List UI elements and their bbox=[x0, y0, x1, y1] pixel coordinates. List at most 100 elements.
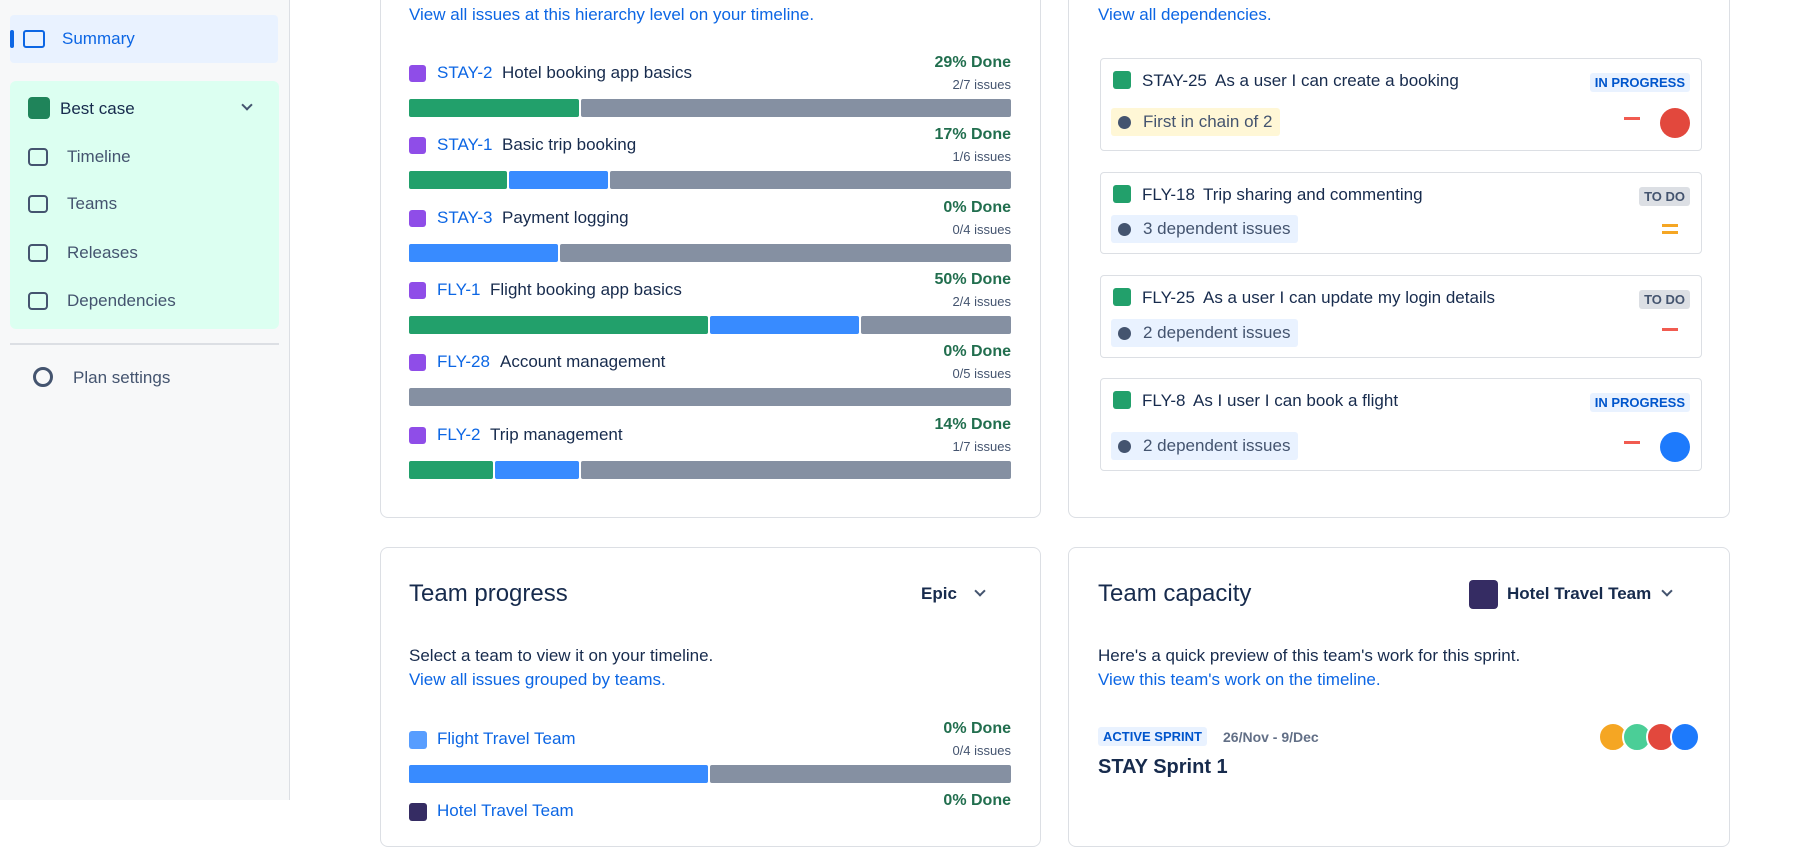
dependency-note: 3 dependent issues bbox=[1111, 215, 1299, 243]
summary-icon bbox=[23, 30, 45, 48]
nav-item[interactable]: Releases bbox=[67, 243, 138, 262]
team-select[interactable]: Hotel Travel Team bbox=[1507, 584, 1652, 603]
done-label: 0% Done bbox=[943, 198, 1011, 216]
plan-icon bbox=[28, 97, 50, 119]
summary-label[interactable]: Summary bbox=[62, 29, 135, 48]
priority-icon bbox=[1662, 328, 1678, 338]
team-icon bbox=[1469, 580, 1498, 609]
progress-segment bbox=[581, 99, 1011, 117]
issue-title: Hotel booking app basics bbox=[502, 63, 692, 82]
link[interactable]: View all dependencies. bbox=[1098, 5, 1272, 24]
dependency-note: 2 dependent issues bbox=[1111, 432, 1299, 460]
issue-key: FLY-25 bbox=[1142, 288, 1195, 307]
dependency-card[interactable] bbox=[1100, 172, 1702, 254]
team-name[interactable]: Hotel Travel Team bbox=[437, 801, 574, 821]
epic-icon bbox=[409, 281, 426, 299]
done-label: 14% Done bbox=[934, 415, 1011, 433]
note-icon bbox=[1118, 440, 1131, 453]
done-label: 0% Done bbox=[943, 792, 1011, 810]
progress-segment bbox=[409, 765, 708, 783]
summary-item[interactable] bbox=[10, 15, 278, 63]
issue-key[interactable]: STAY-3 bbox=[437, 207, 493, 227]
issue-title: Trip management bbox=[490, 424, 623, 444]
progress-segment bbox=[860, 315, 1011, 334]
done-label: 29% Done bbox=[934, 54, 1011, 71]
issue-title: Payment logging bbox=[502, 207, 629, 227]
issue-key[interactable]: STAY-1 bbox=[437, 135, 493, 155]
nav-icon bbox=[28, 244, 48, 262]
sidebar-divider bbox=[10, 343, 279, 345]
issue-count: 1/6 issues bbox=[952, 149, 1011, 165]
link[interactable]: View all issues grouped by teams. bbox=[409, 670, 666, 689]
priority-icon bbox=[1662, 224, 1678, 234]
link[interactable]: View this team's work on the timeline. bbox=[1098, 670, 1381, 689]
done-label: 17% Done bbox=[934, 126, 1011, 144]
avatar bbox=[1622, 722, 1652, 752]
issue-key: FLY-8 bbox=[1142, 391, 1186, 410]
progress-segment bbox=[409, 388, 1011, 407]
issue-key[interactable]: FLY-2 bbox=[437, 424, 481, 444]
progress-segment bbox=[409, 99, 579, 117]
page: Summary Best case Timeline Teams Releases Dep… bbox=[10, 0, 1730, 847]
issue-count: 1/7 issues bbox=[952, 438, 1011, 454]
status-lozenge: IN PROGRESS bbox=[1589, 393, 1690, 412]
description: Here's a quick preview of this team's wo… bbox=[1098, 646, 1521, 665]
sprint-name: STAY Sprint 1 bbox=[1098, 756, 1228, 778]
progress-segment bbox=[609, 171, 1011, 190]
link[interactable]: View all issues at this hierarchy level … bbox=[409, 5, 815, 24]
description: Select a team to view it on your timelin… bbox=[409, 646, 714, 665]
epic-icon bbox=[409, 354, 426, 372]
issue-key[interactable]: STAY-2 bbox=[437, 63, 493, 82]
plan-settings[interactable]: Plan settings bbox=[73, 368, 171, 387]
issue-count: 2/7 issues bbox=[952, 77, 1011, 92]
team-icon bbox=[409, 803, 427, 822]
team-count: 0/4 issues bbox=[952, 743, 1011, 758]
story-icon bbox=[1113, 391, 1131, 409]
avatar bbox=[1660, 432, 1690, 462]
nav-item[interactable]: Dependencies bbox=[67, 291, 176, 310]
note-icon bbox=[1118, 223, 1131, 236]
done-label: 50% Done bbox=[934, 270, 1011, 288]
issue-key: STAY-25 bbox=[1142, 71, 1207, 90]
sprint-dates: 26/Nov - 9/Dec bbox=[1223, 729, 1319, 745]
issue-title: Trip sharing and commenting bbox=[1203, 185, 1423, 204]
progress-segment bbox=[559, 243, 1011, 262]
priority-icon bbox=[1624, 441, 1640, 451]
progress-segment bbox=[409, 315, 708, 334]
dependency-card[interactable] bbox=[1100, 275, 1702, 358]
epic-icon bbox=[409, 426, 426, 444]
nav-item[interactable]: Teams bbox=[67, 194, 118, 213]
issue-count: 2/4 issues bbox=[952, 293, 1011, 309]
epic-icon bbox=[409, 65, 426, 82]
done-label: 0% Done bbox=[943, 343, 1011, 361]
avatar bbox=[1670, 722, 1700, 752]
card bbox=[380, 547, 1041, 847]
plan-name[interactable]: Best case bbox=[60, 99, 135, 118]
settings-icon bbox=[33, 367, 53, 387]
dependency-card[interactable] bbox=[1100, 58, 1702, 151]
progress-segment bbox=[409, 243, 558, 262]
story-icon bbox=[1113, 71, 1131, 89]
card bbox=[1068, 547, 1730, 847]
group-select[interactable]: Epic bbox=[921, 584, 957, 603]
issue-key[interactable]: FLY-1 bbox=[437, 279, 481, 299]
progress-segment bbox=[710, 765, 1011, 783]
done-label: 0% Done bbox=[943, 720, 1011, 737]
section-title: Team capacity bbox=[1098, 580, 1252, 607]
issue-count: 0/5 issues bbox=[952, 366, 1011, 382]
team-name[interactable]: Flight Travel Team bbox=[437, 729, 576, 748]
priority-icon bbox=[1624, 117, 1640, 127]
story-icon bbox=[1113, 185, 1131, 203]
progress-segment bbox=[509, 171, 608, 190]
content: Summary Best case Timeline Teams Releases Dep… bbox=[10, 0, 1730, 847]
plan-box bbox=[10, 81, 279, 329]
dependency-card[interactable] bbox=[1100, 378, 1702, 471]
progress-segment bbox=[710, 315, 859, 334]
nav-item[interactable]: Timeline bbox=[67, 147, 131, 166]
section-title: Team progress bbox=[409, 580, 568, 607]
epic-icon bbox=[409, 209, 426, 227]
issue-key[interactable]: FLY-28 bbox=[437, 352, 490, 372]
issue-title: As I user I can book a flight bbox=[1193, 391, 1399, 410]
progress-segment bbox=[409, 171, 508, 190]
sprint-badge: ACTIVE SPRINT bbox=[1098, 727, 1207, 746]
